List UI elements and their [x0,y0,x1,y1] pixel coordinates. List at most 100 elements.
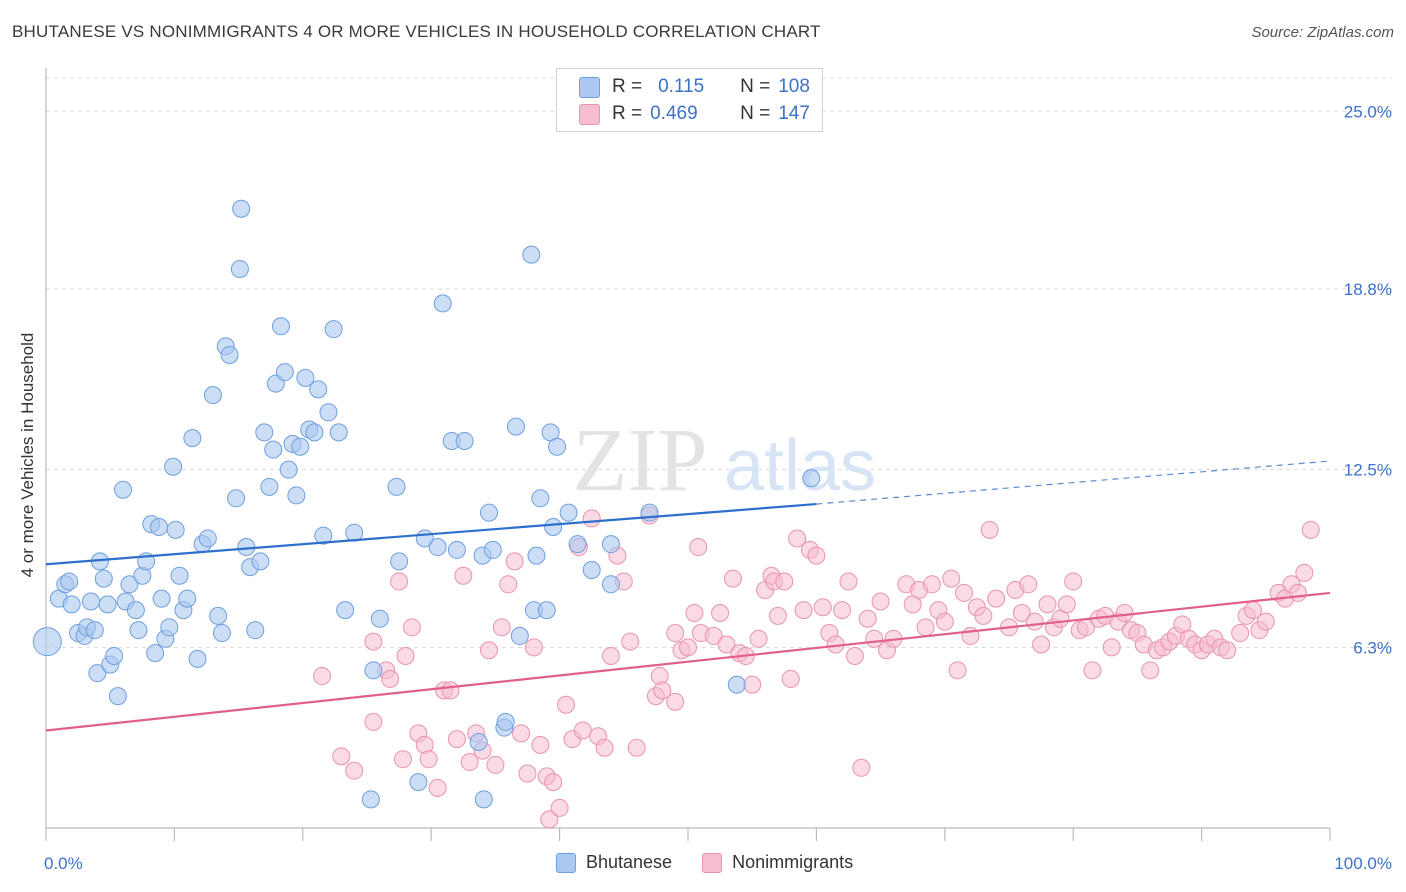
data-point-bhutanese [531,489,550,508]
data-point-bhutanese [203,386,222,405]
data-point-nonimmigrants [492,618,511,637]
data-point-bhutanese [170,566,189,585]
data-point-nonimmigrants [364,632,383,651]
y-tick-label: 12.5% [1344,461,1392,480]
data-point-nonimmigrants [573,721,592,740]
data-point-bhutanese [108,687,127,706]
watermark-zip: ZIP [573,411,708,510]
r-label: R = [612,76,643,97]
data-point-nonimmigrants [447,730,466,749]
legend-item-bhutanese: Bhutanese [556,852,672,873]
data-point-bhutanese [264,440,283,459]
data-point-nonimmigrants [788,529,807,548]
data-point-bhutanese [474,790,493,809]
data-point-nonimmigrants [679,638,697,657]
data-point-nonimmigrants [794,601,813,620]
data-point-nonimmigrants [402,618,421,637]
data-point-nonimmigrants [1218,641,1237,660]
data-point-nonimmigrants [839,572,858,591]
data-point-nonimmigrants [653,681,672,700]
data-point-nonimmigrants [717,635,736,654]
data-point-nonimmigrants [460,753,479,772]
data-point-bhutanese [62,595,81,614]
data-point-nonimmigrants [364,712,383,731]
data-point-nonimmigrants [582,509,601,528]
data-point-nonimmigrants [743,675,762,694]
data-point-bhutanese [364,661,383,680]
data-point-nonimmigrants [974,606,993,625]
trend-line-bhutanese-extension [816,460,1331,505]
data-point-nonimmigrants [1019,575,1038,594]
data-point-nonimmigrants [987,589,1006,608]
data-point-bhutanese [324,320,343,339]
data-point-bhutanese [260,477,279,496]
n-label: N = [740,76,771,97]
data-point-bhutanese [81,592,100,611]
data-point-nonimmigrants [531,735,550,754]
data-point-bhutanese [305,423,324,442]
data-point-nonimmigrants [1115,603,1134,622]
data-point-bhutanese [527,546,546,565]
data-point-bhutanese [220,345,239,364]
data-point-bhutanese [559,503,578,522]
blue-swatch [579,76,600,98]
data-point-nonimmigrants [845,646,864,665]
data-point-nonimmigrants [428,778,447,797]
y-tick-label: 18.8% [1344,280,1392,299]
data-point-bhutanese [152,589,171,608]
data-point-nonimmigrants [1141,661,1160,680]
source-label: Source: ZipAtlas.com [1251,24,1394,41]
data-point-bhutanese [105,646,124,665]
data-point-nonimmigrants [345,761,364,780]
trend-line-nonimmigrants [45,591,1331,732]
data-point-nonimmigrants [775,572,794,591]
data-point-bhutanese [126,601,145,620]
data-point-bhutanese [390,552,409,571]
data-point-nonimmigrants [955,583,974,602]
data-point-bhutanese [32,627,62,657]
data-point-nonimmigrants [627,738,646,757]
data-point-nonimmigrants [942,569,961,588]
data-point-bhutanese [209,606,228,625]
data-point-nonimmigrants [479,641,498,660]
data-point-nonimmigrants [813,598,832,617]
data-point-bhutanese [496,712,515,731]
y-tick-label: 25.0% [1344,102,1392,121]
data-point-nonimmigrants [685,603,704,622]
data-point-nonimmigrants [419,750,438,769]
data-point-nonimmigrants [557,695,576,714]
data-point-nonimmigrants [381,669,400,688]
n-value: 108 [778,76,810,97]
data-point-bhutanese [548,437,567,456]
data-point-nonimmigrants [393,750,412,769]
data-point-nonimmigrants [922,575,941,594]
legend-label: Bhutanese [586,852,673,872]
data-point-bhutanese [164,457,183,476]
data-point-bhutanese [361,790,380,809]
data-point-bhutanese [447,540,466,559]
data-point-bhutanese [409,773,428,792]
data-point-nonimmigrants [858,609,877,628]
data-point-nonimmigrants [396,646,415,665]
data-point-bhutanese [601,535,620,554]
data-point-bhutanese [255,423,274,442]
data-point-bhutanese [166,520,185,539]
data-point-bhutanese [178,589,197,608]
data-point-nonimmigrants [1301,520,1320,539]
data-point-bhutanese [309,380,328,399]
data-point-nonimmigrants [332,747,351,766]
data-point-bhutanese [329,423,348,442]
data-point-nonimmigrants [540,810,559,829]
r-value: 0.469 [650,103,698,124]
data-point-nonimmigrants [689,538,708,557]
data-point-nonimmigrants [1025,612,1044,631]
data-point-nonimmigrants [1083,661,1102,680]
pink-swatch [579,103,600,125]
data-point-bhutanese [129,621,148,640]
data-point-nonimmigrants [768,606,787,625]
data-point-nonimmigrants [723,569,742,588]
data-point-nonimmigrants [544,773,563,792]
x-tick-label-min: 0.0% [44,854,83,873]
data-point-bhutanese [336,601,355,620]
